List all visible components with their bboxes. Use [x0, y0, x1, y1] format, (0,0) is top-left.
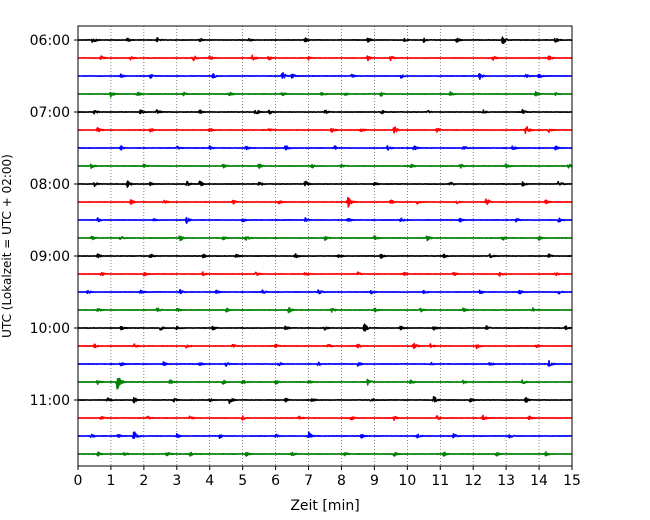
y-axis-label: UTC (Lokalzeit = UTC + 02:00)	[0, 154, 14, 338]
x-axis-label: Zeit [min]	[290, 498, 359, 514]
y-tick-label: 09:00	[30, 249, 70, 265]
trace-line	[77, 108, 573, 115]
trace-line	[77, 359, 573, 367]
grid-lines	[110, 26, 540, 466]
y-axis-ticks: 06:00 07:00 08:00 09:00 10:00 11:00	[30, 33, 78, 409]
trace-line	[77, 306, 573, 314]
trace-line	[77, 342, 573, 350]
plot-frame	[77, 25, 573, 467]
x-tick-label: 8	[337, 473, 346, 489]
trace-line	[77, 216, 573, 224]
y-tick-label: 06:00	[30, 33, 70, 49]
trace-line	[77, 71, 573, 81]
trace-line	[77, 235, 573, 242]
x-tick-label: 12	[464, 473, 482, 489]
trace-line	[77, 323, 573, 332]
trace-line	[77, 271, 573, 277]
trace-line	[77, 197, 573, 208]
y-tick-label: 07:00	[30, 105, 70, 121]
trace-line	[77, 180, 573, 188]
trace-line	[77, 253, 573, 259]
x-tick-label: 2	[139, 473, 148, 489]
trace-line	[77, 36, 573, 45]
x-tick-label: 3	[172, 473, 181, 489]
x-axis-ticks: 0 1 2 3 4 5 6 7 8 9 10 11 12 13 14 15	[74, 466, 581, 489]
x-tick-label: 14	[530, 473, 548, 489]
x-tick-label: 7	[304, 473, 313, 489]
trace-line	[77, 414, 573, 422]
x-tick-label: 4	[205, 473, 214, 489]
x-tick-label: 11	[431, 473, 449, 489]
y-tick-label: 10:00	[30, 321, 70, 337]
trace-line	[77, 126, 573, 135]
x-tick-label: 15	[563, 473, 581, 489]
x-tick-label: 0	[74, 473, 83, 489]
x-tick-label: 6	[271, 473, 280, 489]
seismic-traces	[77, 36, 573, 457]
x-tick-label: 1	[106, 473, 115, 489]
x-tick-label: 5	[238, 473, 247, 489]
y-tick-label: 08:00	[30, 177, 70, 193]
trace-line	[77, 451, 573, 457]
x-tick-label: 10	[398, 473, 416, 489]
x-tick-label: 13	[497, 473, 515, 489]
trace-line	[77, 377, 573, 390]
trace-line	[77, 431, 573, 439]
plot-background	[78, 26, 572, 466]
trace-line	[77, 91, 573, 98]
trace-line	[77, 163, 573, 169]
trace-line	[77, 289, 573, 295]
trace-line	[77, 395, 573, 405]
x-tick-label: 9	[370, 473, 379, 489]
y-tick-label: 11:00	[30, 393, 70, 409]
trace-line	[77, 54, 573, 62]
trace-line	[77, 145, 573, 151]
